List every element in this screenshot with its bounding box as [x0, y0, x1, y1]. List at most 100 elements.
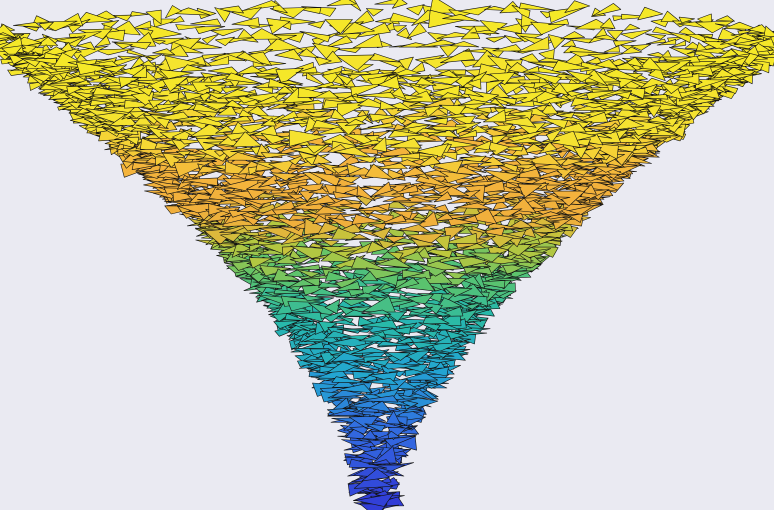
triangle	[362, 429, 378, 440]
triangle	[215, 36, 235, 47]
triangle	[331, 376, 370, 384]
triangle	[466, 165, 487, 173]
triangle	[360, 270, 379, 282]
triangle	[588, 27, 609, 44]
triangle	[496, 22, 523, 35]
triangle	[560, 116, 589, 123]
triangle	[331, 281, 361, 292]
triangle	[326, 0, 357, 7]
triangle	[73, 91, 96, 99]
triangle	[482, 169, 521, 183]
triangle	[189, 123, 227, 137]
triangle	[496, 208, 523, 219]
triangle	[154, 142, 180, 149]
triangle	[331, 389, 368, 398]
triangle	[162, 152, 186, 168]
triangle	[345, 428, 370, 440]
triangle	[462, 275, 482, 288]
triangle	[289, 255, 315, 264]
triangle	[369, 181, 392, 198]
triangle	[342, 334, 371, 341]
triangle	[335, 121, 361, 136]
triangle	[387, 326, 411, 335]
triangle	[585, 69, 608, 87]
triangle	[384, 236, 407, 243]
triangle	[266, 102, 290, 111]
triangle	[114, 42, 133, 50]
triangle	[505, 100, 535, 107]
triangle	[410, 205, 440, 211]
triangle	[102, 127, 121, 137]
triangle	[357, 92, 396, 99]
triangle	[620, 46, 643, 55]
triangle	[140, 60, 156, 67]
triangle	[432, 235, 451, 252]
triangle	[439, 92, 467, 99]
triangle	[308, 171, 342, 187]
triangle	[260, 152, 295, 159]
triangle	[348, 458, 388, 469]
triangle	[479, 227, 505, 236]
triangle	[582, 147, 602, 161]
triangle	[288, 154, 305, 166]
triangle	[332, 378, 357, 388]
triangle	[599, 17, 616, 29]
triangle	[130, 20, 152, 30]
triangle	[498, 117, 537, 128]
triangle	[72, 79, 92, 86]
triangle	[376, 274, 399, 286]
triangle	[273, 320, 301, 330]
triangle	[438, 70, 461, 79]
triangle	[246, 188, 267, 200]
triangle	[299, 30, 331, 43]
triangle	[547, 34, 566, 50]
triangle	[197, 198, 223, 204]
triangle	[277, 110, 299, 122]
triangle	[314, 126, 345, 136]
triangle	[305, 144, 327, 154]
triangle	[384, 435, 417, 447]
triangle	[124, 136, 140, 146]
triangle	[436, 32, 476, 39]
triangle	[602, 69, 642, 82]
triangle	[200, 102, 234, 110]
triangle	[453, 189, 481, 199]
triangle	[180, 64, 207, 72]
triangle	[444, 271, 466, 281]
triangle	[438, 104, 467, 117]
triangle	[439, 48, 475, 64]
triangle	[385, 152, 421, 159]
triangle	[349, 426, 370, 435]
triangle	[415, 155, 441, 169]
triangle	[385, 410, 401, 425]
triangle	[723, 21, 759, 30]
triangle	[376, 340, 410, 347]
triangle	[352, 33, 383, 49]
triangle	[446, 216, 475, 226]
triangle	[145, 9, 162, 25]
triangle	[312, 214, 331, 224]
triangle	[369, 223, 387, 230]
triangle	[418, 169, 449, 177]
triangle	[415, 211, 439, 229]
triangle	[486, 80, 505, 93]
triangle	[305, 109, 337, 113]
triangle	[360, 319, 398, 329]
triangle	[463, 266, 481, 275]
triangle	[433, 335, 453, 345]
triangle	[551, 59, 590, 73]
triangle	[527, 71, 562, 85]
triangle	[183, 91, 208, 101]
triangle	[473, 148, 497, 154]
triangle	[244, 28, 283, 40]
triangle	[428, 129, 459, 138]
triangle	[377, 283, 393, 292]
triangle	[210, 28, 244, 37]
triangle	[305, 231, 341, 240]
triangle	[421, 330, 439, 338]
triangle	[89, 60, 119, 67]
triangle	[505, 181, 522, 189]
